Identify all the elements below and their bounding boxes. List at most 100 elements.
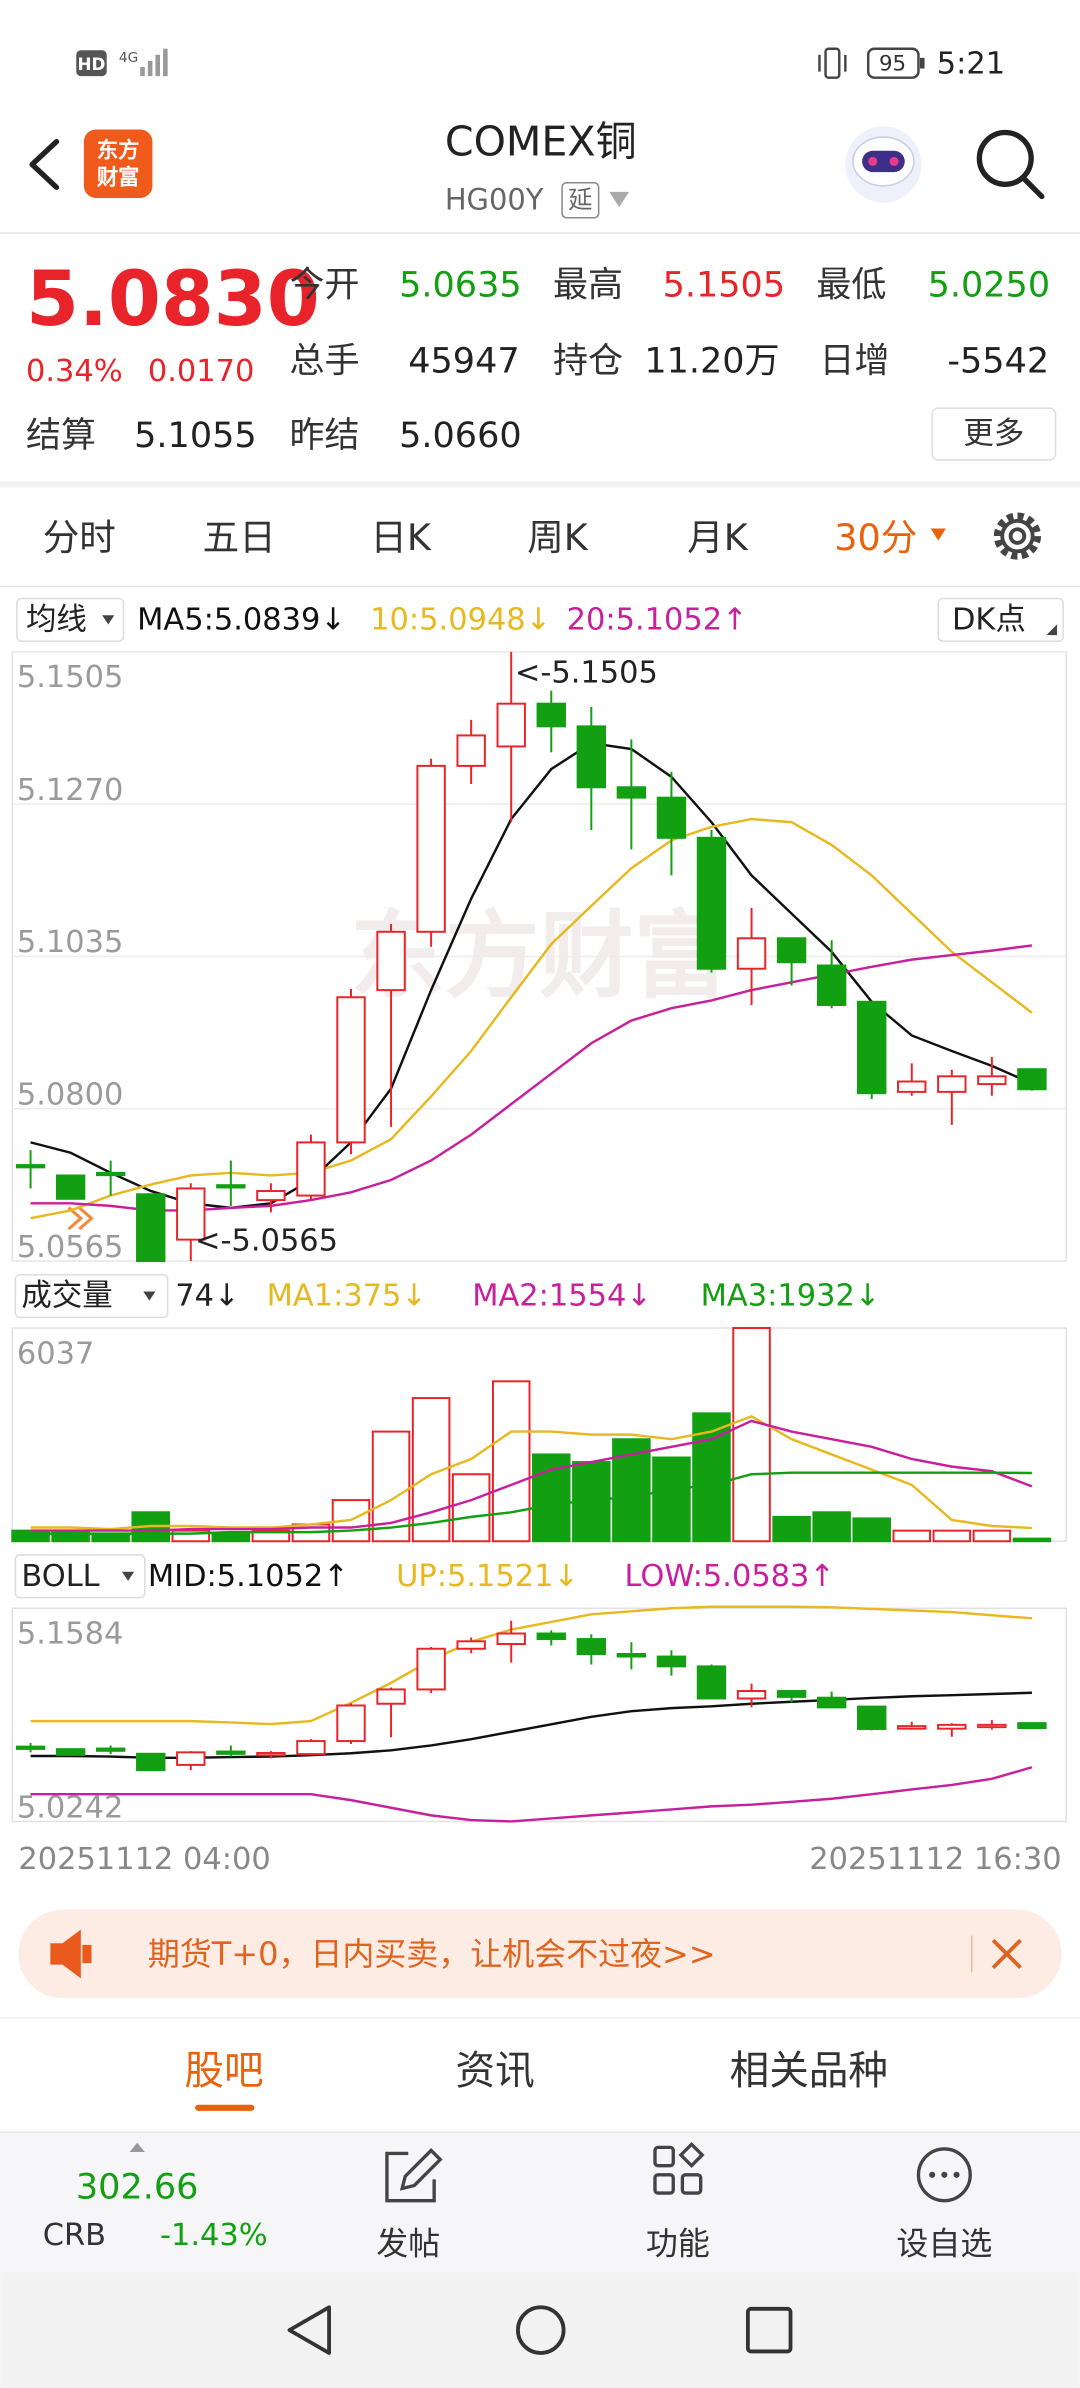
candle-body bbox=[536, 702, 566, 728]
candle-body bbox=[776, 1690, 807, 1698]
indicator-button[interactable] bbox=[14, 1554, 146, 1599]
ticker-value[interactable]: 302.66 bbox=[76, 2166, 199, 2207]
more-label: 更多 bbox=[963, 417, 1024, 452]
stat-value: 5.0660 bbox=[399, 415, 522, 456]
post-icon[interactable] bbox=[385, 2148, 443, 2203]
candle-body bbox=[696, 836, 727, 970]
hd-label: HD bbox=[78, 54, 106, 74]
stat-label: 持仓 bbox=[553, 340, 623, 381]
indicator-button[interactable] bbox=[14, 1273, 169, 1319]
volume-bar bbox=[451, 1473, 491, 1543]
legend-item: MA1:375↓ bbox=[267, 1279, 427, 1314]
candle-body bbox=[736, 1690, 767, 1700]
candle-body bbox=[937, 1075, 967, 1093]
search-icon[interactable] bbox=[976, 129, 1045, 200]
function-icon[interactable] bbox=[653, 2141, 705, 2195]
candle-body bbox=[937, 1723, 967, 1730]
battery-label: 95 bbox=[879, 51, 906, 76]
period-tab[interactable]: 月K bbox=[687, 516, 749, 559]
time-label: 20251112 04:00 bbox=[18, 1842, 270, 1877]
candle-body bbox=[897, 1080, 927, 1093]
period-tab[interactable]: 周K bbox=[527, 516, 589, 559]
volume-bar bbox=[932, 1529, 972, 1543]
candle-body bbox=[136, 1752, 166, 1772]
volume-bar bbox=[171, 1529, 211, 1543]
candle-body bbox=[176, 1187, 206, 1241]
candle-body bbox=[55, 1748, 86, 1756]
candle-body bbox=[296, 1141, 326, 1197]
stat-value: 5.0250 bbox=[928, 264, 1051, 305]
period-tab[interactable]: 五日 bbox=[203, 516, 276, 559]
toolbar-label: 功能 bbox=[646, 2224, 710, 2262]
candle-body bbox=[336, 1704, 366, 1743]
y-tick-label: 6037 bbox=[17, 1336, 94, 1371]
vibrate-icon bbox=[818, 47, 847, 79]
volume-bar bbox=[491, 1380, 531, 1543]
volume-bar bbox=[852, 1517, 891, 1543]
volume-bar bbox=[812, 1511, 851, 1543]
candle-body bbox=[55, 1174, 86, 1200]
legend-item: 10:5.0948↓ bbox=[370, 602, 551, 637]
indicator-label: 均线 bbox=[26, 602, 87, 637]
indicator-line bbox=[30, 1766, 1033, 1823]
robot-avatar[interactable] bbox=[845, 126, 922, 203]
promo-banner[interactable]: 期货T+0，日内买卖，让机会不过夜>> bbox=[18, 1909, 1062, 1999]
period-dropdown[interactable] bbox=[930, 528, 946, 541]
page-title: COMEX铜 bbox=[445, 118, 637, 166]
badge-button[interactable] bbox=[937, 597, 1064, 642]
indicator-line bbox=[30, 1605, 1033, 1726]
nav-home[interactable] bbox=[516, 2305, 566, 2355]
tab-underline bbox=[195, 2104, 255, 2111]
volume-bar bbox=[732, 1327, 771, 1543]
candle-body bbox=[256, 1190, 286, 1202]
watchlist-icon[interactable] bbox=[916, 2147, 972, 2203]
more-button[interactable] bbox=[931, 407, 1057, 461]
candle-body bbox=[336, 996, 366, 1144]
header: 东方 财富 COMEX铜 HG00Y 延 bbox=[29, 118, 1045, 219]
indicator-line bbox=[30, 817, 1033, 1220]
period-tab[interactable]: 分时 bbox=[43, 516, 116, 559]
stat-value: 5.1505 bbox=[663, 264, 786, 305]
indicator-button[interactable] bbox=[16, 597, 125, 642]
nav-back[interactable] bbox=[287, 2305, 331, 2355]
candle-body bbox=[456, 1640, 486, 1650]
stat-label: 结算 bbox=[26, 415, 96, 456]
signal-icon bbox=[140, 48, 168, 77]
signal-marker bbox=[67, 1206, 94, 1231]
legend-item: MID:5.1052↑ bbox=[148, 1559, 349, 1594]
close-banner[interactable] bbox=[991, 1938, 1022, 1970]
y-tick-label: 5.1584 bbox=[17, 1617, 124, 1652]
candle-body bbox=[1017, 1722, 1047, 1730]
period-tab[interactable]: 日K bbox=[370, 516, 432, 559]
hd-icon bbox=[76, 50, 107, 77]
back-button[interactable] bbox=[29, 138, 60, 190]
period-tab-selected[interactable]: 30分 bbox=[834, 516, 917, 559]
stat-value: 5.0635 bbox=[399, 264, 522, 305]
candle-body bbox=[576, 1638, 607, 1655]
volume-bar bbox=[652, 1456, 691, 1543]
legend-item: MA5:5.0839↓ bbox=[137, 602, 346, 637]
code-dropdown[interactable] bbox=[609, 191, 630, 208]
logo-text: 东方 bbox=[97, 137, 140, 163]
nav-recent[interactable] bbox=[745, 2306, 793, 2354]
content-tab[interactable]: 资讯 bbox=[455, 2048, 534, 2094]
network-label: 4G bbox=[119, 50, 138, 66]
toolbar bbox=[0, 2132, 1080, 2273]
settings-icon[interactable] bbox=[993, 512, 1042, 560]
volume-bar bbox=[892, 1529, 932, 1543]
y-tick-label: 5.0242 bbox=[17, 1790, 124, 1825]
toolbar-label: 发帖 bbox=[376, 2224, 440, 2262]
y-tick-label: 5.1505 bbox=[17, 660, 124, 695]
nav-bar bbox=[0, 2272, 1080, 2388]
contract-code: HG00Y bbox=[445, 183, 544, 217]
extreme-label: <-5.0565 bbox=[195, 1224, 338, 1259]
content-tab[interactable]: 相关品种 bbox=[730, 2048, 888, 2094]
candle-body bbox=[536, 1632, 566, 1641]
volume-bar bbox=[772, 1515, 811, 1543]
candle-body bbox=[857, 1705, 887, 1730]
delay-tag: 延 bbox=[568, 185, 592, 214]
y-tick-label: 5.1035 bbox=[17, 925, 124, 960]
extreme-label: <-5.1505 bbox=[515, 656, 658, 691]
content-tab-selected[interactable]: 股吧 bbox=[184, 2048, 263, 2094]
